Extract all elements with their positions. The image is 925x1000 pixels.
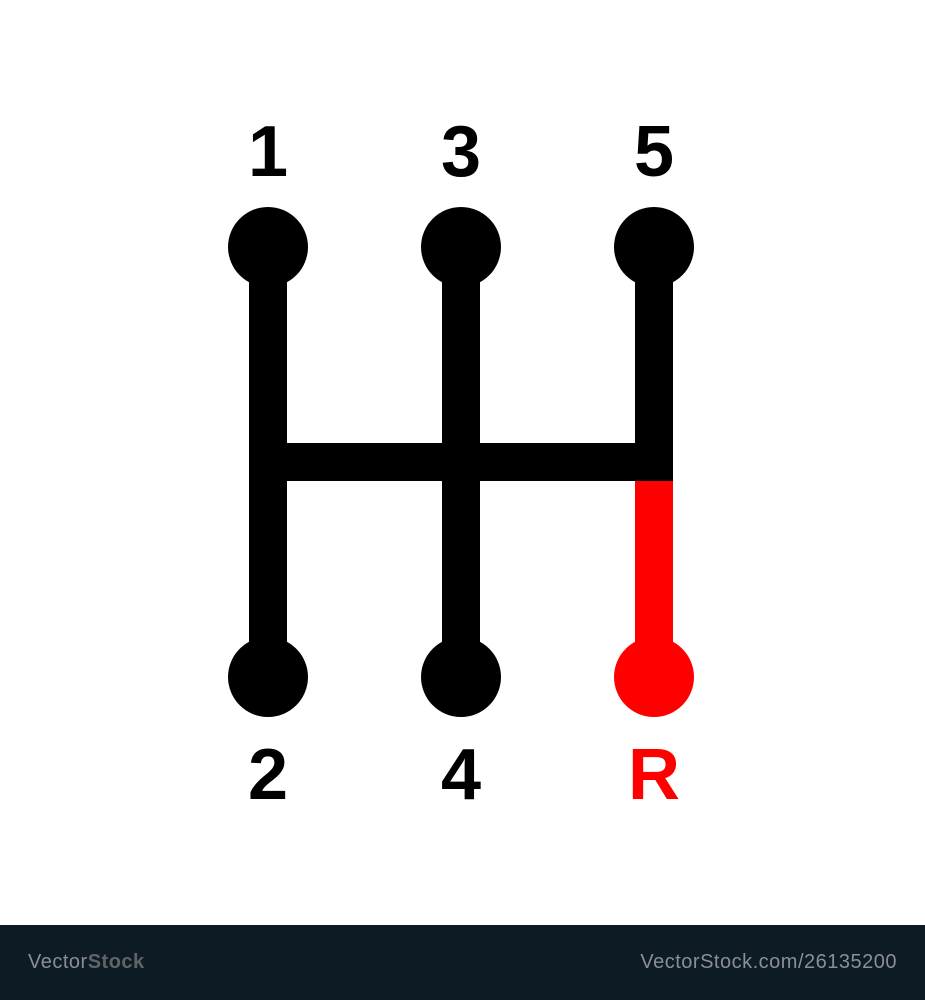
gear-label-1: 1 [248,111,288,193]
watermark-footer: VectorStock VectorStock.com/26135200 [0,925,925,1000]
gear-node-2 [228,637,308,717]
gear-node-1 [228,207,308,287]
gear-label-R: R [628,734,680,816]
gear-label-2: 2 [248,734,288,816]
gear-shift-diagram: 1 3 5 2 4 R [0,0,925,925]
gear-node-4 [421,637,501,717]
brand-light: Vector [28,951,88,973]
brand-bold: Stock [88,951,145,973]
segment-crossbar [249,443,673,481]
gear-node-3 [421,207,501,287]
brand-label: VectorStock [28,951,145,974]
gear-label-5: 5 [634,111,674,193]
gear-label-3: 3 [441,111,481,193]
gear-label-4: 4 [441,734,481,816]
gear-node-5 [614,207,694,287]
gear-node-R [614,637,694,717]
stock-id: VectorStock.com/26135200 [640,951,897,974]
